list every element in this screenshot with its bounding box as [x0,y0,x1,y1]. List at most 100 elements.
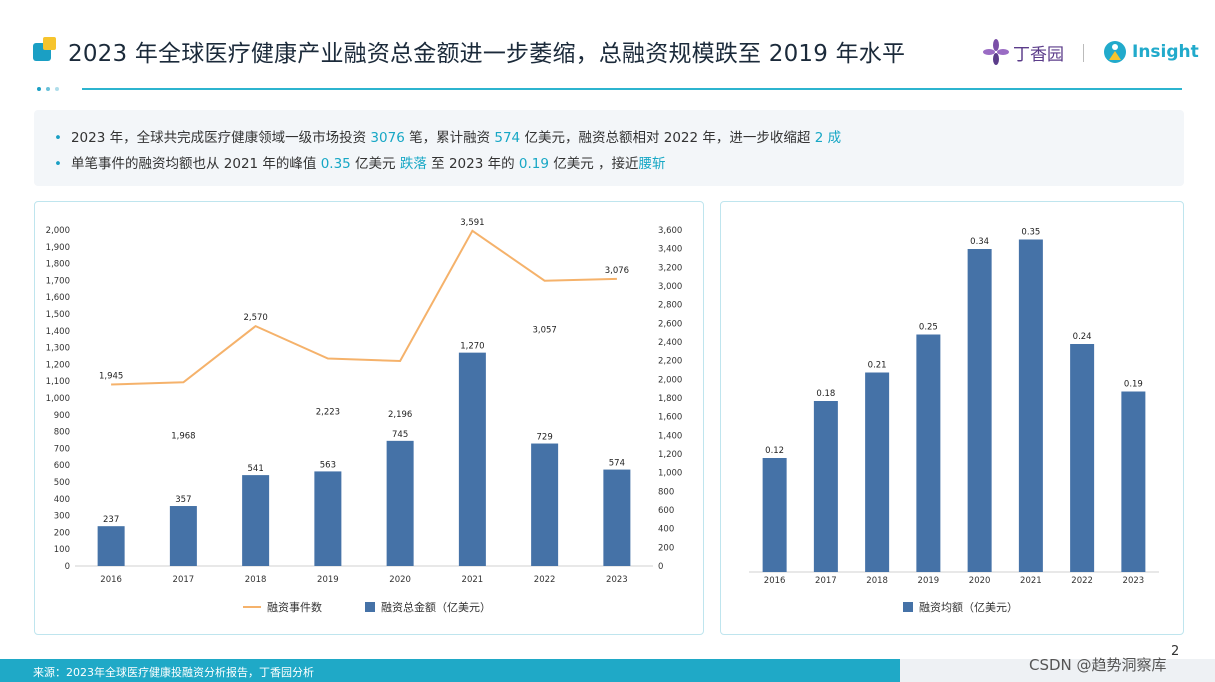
summary-bullet-2: • 单笔事件的融资均额也从 2021 年的峰值 0.35 亿美元 跌落 至 202… [54,156,666,172]
x-tick-label: 2016 [764,576,786,586]
bar-data-label: 729 [537,433,553,443]
bar-average-amount [1018,239,1043,572]
y-right-tick-label: 1,800 [658,394,682,404]
bar-data-label: 1,270 [460,342,484,352]
page-number: 2 [1171,644,1180,659]
legend-label-deal-count: 融资事件数 [267,601,322,614]
bar-data-label: 0.34 [970,237,989,247]
bar-total-amount [603,469,631,566]
source-note: 来源：2023年全球医疗健康投融资分析报告，丁香园分析 [33,666,314,679]
header-divider [82,88,1182,90]
y-right-tick-label: 800 [658,487,674,497]
y-left-tick-label: 400 [54,495,70,505]
x-tick-label: 2020 [389,575,411,585]
bar-data-label: 563 [320,460,336,470]
brand-dxy: 丁香园 [983,38,1064,66]
bar-data-label: 357 [175,495,191,505]
decor-dots [37,87,59,91]
bar-total-amount [531,443,559,566]
y-right-tick-label: 1,200 [658,450,682,460]
bar-data-label: 745 [392,430,408,440]
brand-insight-label: Insight [1132,42,1199,62]
financing-combo-chart: 0 100 200 300 400 500 600 700 800 900 1,000 1,100 1,… [46,218,683,614]
bar-total-amount [314,471,342,566]
legend-bar-swatch [365,602,375,612]
y-left-tick-label: 1,100 [46,377,70,387]
average-financing-chart: 0.12 2016 0.18 2017 0.21 2018 0.25 2019 0.34 2020… [749,228,1159,614]
y-left-tick-label: 1,400 [46,327,70,337]
y-right-tick-label: 200 [658,543,674,553]
bar-data-label: 0.35 [1021,228,1040,238]
bar-data-label: 0.21 [868,361,887,371]
y-right-tick-label: 2,400 [658,338,682,348]
y-left-tick-label: 1,900 [46,243,70,253]
y-left-tick-label: 2,000 [46,226,70,236]
footer-bar-right [900,659,1215,682]
x-tick-label: 2021 [1020,576,1042,586]
y-left-tick-label: 1,700 [46,276,70,286]
bar-average-amount [1070,344,1095,572]
footer-bar: 来源：2023年全球医疗健康投融资分析报告，丁香园分析 [0,659,900,682]
bar-data-label: 574 [609,459,625,469]
x-tick-label: 2017 [173,575,195,585]
x-tick-label: 2020 [969,576,991,586]
bar-average-amount [967,249,992,572]
brand-dxy-label: 丁香园 [1013,44,1064,65]
y-left-tick-label: 1,600 [46,293,70,303]
legend-label-total-amount: 融资总金额（亿美元） [381,600,491,614]
y-left-tick-label: 1,200 [46,360,70,370]
y-right-tick-label: 1,000 [658,469,682,479]
x-tick-label: 2021 [462,575,484,585]
y-left-tick-label: 0 [65,562,70,572]
y-right-tick-label: 2,000 [658,375,682,385]
chart-panel-total: 0 100 200 300 400 500 600 700 800 900 1,000 1,100 1,… [34,201,704,635]
insight-logo-icon [1104,41,1126,63]
x-tick-label: 2017 [815,576,837,586]
y-right-tick-label: 2,600 [658,319,682,329]
y-left-tick-label: 700 [54,444,70,454]
bar-data-label: 0.12 [765,446,784,456]
bar-data-label: 0.25 [919,323,938,333]
clove-flower-icon [983,39,1009,65]
x-tick-label: 2019 [317,575,339,585]
y-right-tick-label: 3,000 [658,282,682,292]
bar-total-amount [97,526,125,566]
y-right-tick-label: 400 [658,525,674,535]
y-left-tick-label: 500 [54,478,70,488]
y-right-tick-label: 1,400 [658,431,682,441]
x-tick-label: 2022 [534,575,556,585]
y-left-tick-label: 1,300 [46,344,70,354]
x-tick-label: 2019 [918,576,940,586]
bar-average-amount [916,334,941,572]
x-tick-label: 2023 [1123,576,1145,586]
page-title: 2023 年全球医疗健康产业融资总金额进一步萎缩，总融资规模跌至 2019 年水… [68,41,906,67]
y-right-tick-label: 2,200 [658,357,682,367]
y-left-tick-label: 300 [54,512,70,522]
y-right-tick-label: 3,600 [658,226,682,236]
line-data-label: 3,076 [605,266,629,276]
chart-panel-average: 0.12 2016 0.18 2017 0.21 2018 0.25 2019 0.34 2020… [720,201,1184,635]
y-right-tick-label: 0 [658,562,663,572]
legend-bar-swatch [903,602,913,612]
y-left-tick-label: 200 [54,528,70,538]
y-right-tick-label: 3,400 [658,245,682,255]
bar-data-label: 0.18 [816,389,835,399]
x-tick-label: 2016 [100,575,122,585]
line-data-label: 2,196 [388,410,412,420]
summary-bullet-1: • 2023 年，全球共完成医疗健康领域一级市场投资 3076 笔，累计融资 57… [54,130,842,146]
bar-data-label: 541 [248,464,264,474]
y-left-tick-label: 600 [54,461,70,471]
bar-total-amount [386,440,414,566]
x-tick-label: 2018 [866,576,888,586]
report-logo-icon [33,37,57,61]
line-data-label: 3,057 [532,326,556,336]
bar-average-amount [813,401,838,572]
y-right-tick-label: 2,800 [658,301,682,311]
line-data-label: 2,223 [316,408,340,418]
bar-total-amount [242,475,270,566]
brand-insight: Insight [1103,38,1199,66]
y-left-tick-label: 1,500 [46,310,70,320]
summary-box: • 2023 年，全球共完成医疗健康领域一级市场投资 3076 笔，累计融资 57… [34,110,1184,186]
y-right-tick-label: 3,200 [658,263,682,273]
csdn-watermark: CSDN @趋势洞察库 [1029,656,1167,674]
